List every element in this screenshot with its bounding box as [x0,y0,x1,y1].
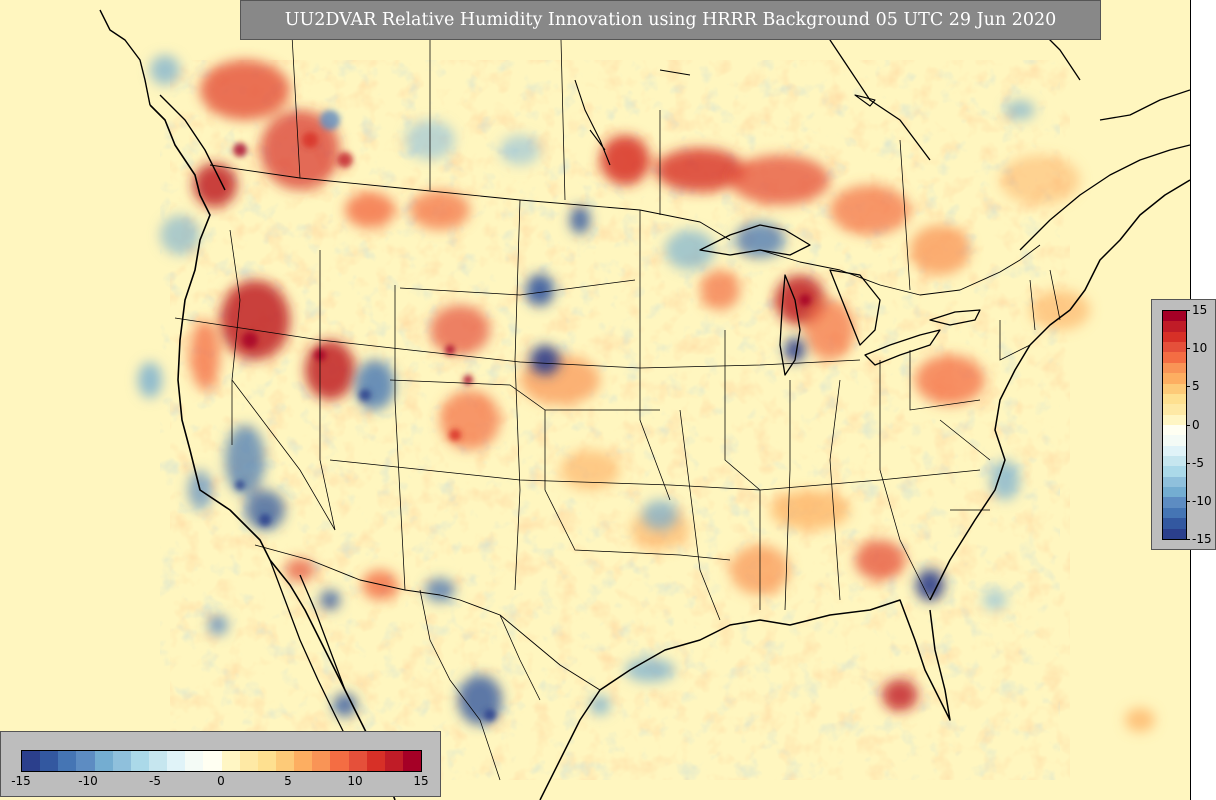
colorbar-segment [1163,352,1186,363]
colorbar-segment [1163,528,1186,539]
colorbar-segment [1163,476,1186,488]
humidity-innovation-map [0,0,1190,800]
vertical-tick-label: -15 [1186,532,1212,546]
colorbar-segment [312,751,331,771]
colorbar-segment [148,751,168,771]
colorbar-segment [22,751,41,771]
baja-coastline [269,559,361,746]
colorbar-segment [40,751,59,771]
vertical-tick-label: 5 [1186,379,1200,393]
horizontal-tick-label: 0 [217,774,225,788]
colorbar-segment [294,751,313,771]
gulf-coastline [539,599,951,800]
colorbar-segment [1163,373,1186,384]
lake-superior [699,224,811,256]
colorbar-segment [94,751,113,771]
lake-erie [864,329,941,366]
vertical-tick-label: 0 [1186,418,1200,432]
colorbar-segment [1163,331,1186,343]
colorbar-segment [1163,383,1186,394]
us-mexico-border [254,544,601,691]
colorbar-segment [1163,435,1186,446]
colorbar-segment [275,751,295,771]
horizontal-tick-label: 15 [413,774,429,788]
colorbar-segment [1163,518,1186,529]
colorbar-segment [58,751,77,771]
bc-coastline [99,9,226,191]
colorbar-segment [1163,321,1186,332]
vertical-colorbar: 15 10 5 0 -5 -10 -15 [1151,299,1216,550]
horizontal-tick-label: -15 [11,774,31,788]
colorbar-segment [1163,342,1186,353]
colorbar-segment [185,751,204,771]
vertical-colorbar-strip [1162,310,1187,540]
colorbar-segment [167,751,186,771]
colorbar-segment [112,751,131,771]
colorbar-segment [203,751,222,771]
colorbar-segment [1163,311,1186,322]
horizontal-tick-label: -10 [78,774,98,788]
colorbar-segment [221,751,240,771]
colorbar-segment [330,751,349,771]
vertical-tick-label: 15 [1185,303,1208,317]
colorbar-segment [1163,497,1186,508]
colorbar-segment [384,751,403,771]
detail-speckles [233,110,811,721]
northern-lakes [574,69,876,166]
colorbar-segment [1163,456,1186,467]
colorbar-segment [402,751,422,771]
vertical-tick-label: 10 [1185,341,1208,355]
horizontal-tick-label: -5 [149,774,161,788]
colorbar-segment [1163,362,1186,374]
horizontal-tick-label: 10 [347,774,363,788]
horizontal-tick-label: 5 [284,774,292,788]
state-borders [174,0,1061,781]
colorbar-segment [76,751,95,771]
horizontal-colorbar: -15 -10 -5 0 5 10 15 [0,731,441,797]
colorbar-segment [1163,507,1186,519]
colorbar-segment [1163,466,1186,477]
colorbar-segment [1163,404,1186,415]
colorbar-segment [239,751,258,771]
colorbar-segment [130,751,149,771]
horizontal-colorbar-strip [21,750,422,772]
northeast-coastline [1019,89,1190,251]
vertical-tick-label: -10 [1186,494,1212,508]
colorbar-segment [257,751,276,771]
west-coastline [149,104,396,800]
colorbar-segment [1163,414,1186,425]
lake-michigan [779,274,801,376]
vertical-tick-label: -5 [1186,456,1204,470]
map-frame [0,0,1191,800]
lake-huron [829,269,881,346]
colorbar-segment [348,751,367,771]
colorbar-segment [1163,487,1186,498]
lake-ontario [929,309,981,326]
coastlines-and-borders [99,0,1190,800]
colorbar-segment [1163,393,1186,405]
colorbar-segment [1163,445,1186,457]
map-title: UU2DVAR Relative Humidity Innovation usi… [240,0,1101,40]
colorbar-segment [366,751,385,771]
colorbar-segment [1163,424,1186,436]
